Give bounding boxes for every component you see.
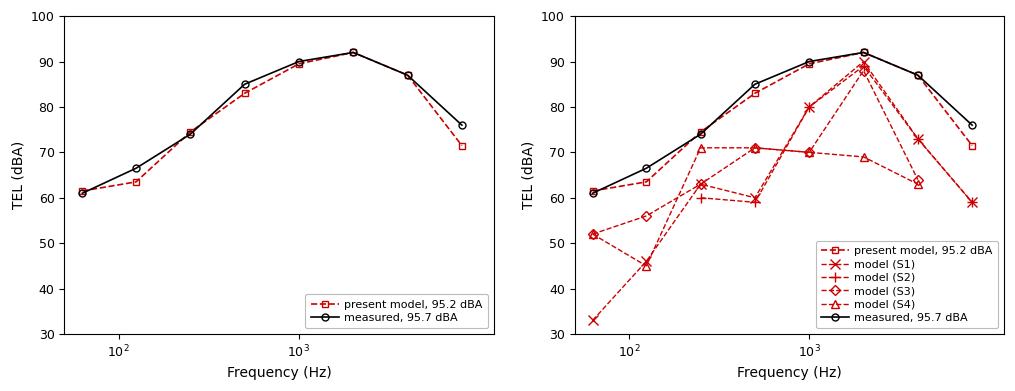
measured, 95.7 dBA bbox=[587, 191, 599, 196]
measured, 95.7 dBA bbox=[456, 123, 468, 127]
measured, 95.7 dBA bbox=[803, 59, 815, 64]
model (S2) bbox=[694, 196, 706, 200]
model (S1) bbox=[749, 196, 761, 200]
model (S4) bbox=[749, 145, 761, 150]
present model, 95.2 dBA bbox=[293, 61, 306, 66]
model (S3) bbox=[587, 232, 599, 237]
measured, 95.7 dBA bbox=[858, 50, 870, 55]
Line: measured, 95.7 dBA: measured, 95.7 dBA bbox=[79, 49, 465, 197]
present model, 95.2 dBA bbox=[587, 188, 599, 193]
Line: present model, 95.2 dBA: present model, 95.2 dBA bbox=[589, 49, 975, 194]
present model, 95.2 dBA bbox=[803, 61, 815, 66]
model (S3) bbox=[911, 177, 924, 182]
model (S3) bbox=[694, 182, 706, 187]
present model, 95.2 dBA bbox=[456, 143, 468, 148]
Legend: present model, 95.2 dBA, model (S1), model (S2), model (S3), model (S4), measure: present model, 95.2 dBA, model (S1), mod… bbox=[815, 241, 999, 328]
model (S2) bbox=[966, 200, 978, 204]
model (S4) bbox=[694, 145, 706, 150]
model (S1) bbox=[858, 59, 870, 64]
present model, 95.2 dBA bbox=[966, 143, 978, 148]
present model, 95.2 dBA bbox=[749, 91, 761, 96]
model (S2) bbox=[749, 200, 761, 204]
present model, 95.2 dBA bbox=[76, 188, 88, 193]
model (S4) bbox=[911, 182, 924, 187]
measured, 95.7 dBA bbox=[911, 73, 924, 77]
Line: model (S4): model (S4) bbox=[589, 143, 922, 270]
present model, 95.2 dBA bbox=[347, 50, 359, 55]
model (S3) bbox=[858, 68, 870, 73]
model (S1) bbox=[911, 136, 924, 141]
measured, 95.7 dBA bbox=[185, 132, 197, 136]
X-axis label: Frequency (Hz): Frequency (Hz) bbox=[737, 366, 841, 380]
measured, 95.7 dBA bbox=[749, 82, 761, 86]
present model, 95.2 dBA bbox=[402, 73, 414, 77]
Y-axis label: TEL (dBA): TEL (dBA) bbox=[522, 141, 535, 209]
model (S2) bbox=[858, 64, 870, 68]
model (S4) bbox=[858, 154, 870, 159]
model (S1) bbox=[587, 318, 599, 323]
Y-axis label: TEL (dBA): TEL (dBA) bbox=[11, 141, 25, 209]
X-axis label: Frequency (Hz): Frequency (Hz) bbox=[226, 366, 331, 380]
model (S2) bbox=[803, 105, 815, 109]
Line: measured, 95.7 dBA: measured, 95.7 dBA bbox=[589, 49, 975, 197]
present model, 95.2 dBA bbox=[858, 50, 870, 55]
measured, 95.7 dBA bbox=[76, 191, 88, 196]
model (S2) bbox=[911, 136, 924, 141]
model (S1) bbox=[966, 200, 978, 204]
measured, 95.7 dBA bbox=[130, 166, 142, 170]
model (S3) bbox=[803, 150, 815, 155]
model (S1) bbox=[803, 105, 815, 109]
Legend: present model, 95.2 dBA, measured, 95.7 dBA: present model, 95.2 dBA, measured, 95.7 … bbox=[306, 294, 488, 328]
measured, 95.7 dBA bbox=[694, 132, 706, 136]
measured, 95.7 dBA bbox=[402, 73, 414, 77]
measured, 95.7 dBA bbox=[293, 59, 306, 64]
model (S1) bbox=[694, 182, 706, 187]
Line: model (S3): model (S3) bbox=[589, 67, 922, 238]
model (S4) bbox=[803, 150, 815, 155]
present model, 95.2 dBA bbox=[694, 129, 706, 134]
model (S4) bbox=[640, 264, 653, 268]
present model, 95.2 dBA bbox=[239, 91, 251, 96]
model (S3) bbox=[640, 213, 653, 218]
Line: model (S2): model (S2) bbox=[695, 61, 977, 207]
present model, 95.2 dBA bbox=[911, 73, 924, 77]
measured, 95.7 dBA bbox=[347, 50, 359, 55]
Line: model (S1): model (S1) bbox=[588, 57, 977, 325]
model (S1) bbox=[640, 259, 653, 264]
present model, 95.2 dBA bbox=[640, 179, 653, 184]
measured, 95.7 dBA bbox=[966, 123, 978, 127]
model (S4) bbox=[587, 232, 599, 237]
model (S3) bbox=[749, 145, 761, 150]
measured, 95.7 dBA bbox=[640, 166, 653, 170]
measured, 95.7 dBA bbox=[239, 82, 251, 86]
Line: present model, 95.2 dBA: present model, 95.2 dBA bbox=[79, 49, 465, 194]
present model, 95.2 dBA bbox=[185, 129, 197, 134]
present model, 95.2 dBA bbox=[130, 179, 142, 184]
